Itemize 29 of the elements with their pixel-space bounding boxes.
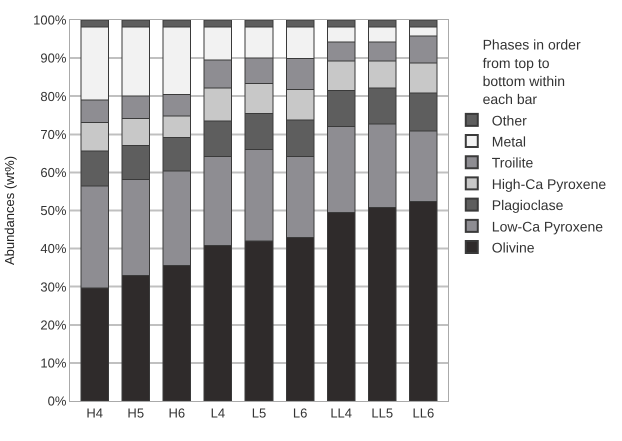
x-tick-label: H5 [127, 406, 144, 421]
legend-label: Other [492, 112, 528, 128]
y-tick-label: 20% [40, 317, 67, 332]
y-tick-label: 70% [40, 126, 67, 142]
y-tick-label: 10% [40, 355, 67, 370]
y-tick-label: 30% [40, 279, 67, 294]
x-tick-label: LL6 [412, 406, 434, 421]
y-tick-label: 40% [40, 241, 67, 256]
y-tick-label: 0% [48, 394, 67, 409]
y-tick-label: 80% [40, 88, 67, 104]
x-tick-label: LL4 [330, 406, 352, 421]
x-tick-label: H6 [168, 406, 186, 421]
legend-label: Troilite [492, 154, 534, 171]
y-tick-label: 100% [33, 12, 67, 28]
legend-label: High-Ca Pyroxene [492, 176, 606, 192]
legend-label: Olivine [492, 239, 535, 256]
y-tick-label: 90% [40, 50, 67, 66]
x-tick-label: LL5 [371, 406, 394, 421]
y-axis-title: Abundances (wt%) [2, 156, 18, 266]
y-tick-label: 60% [40, 164, 67, 180]
legend-label: Low-Ca Pyroxene [492, 218, 604, 234]
legend-label: Plagioclase [492, 197, 564, 214]
x-tick-label: L6 [292, 406, 308, 421]
x-tick-label: L4 [210, 406, 226, 421]
x-tick-label: L5 [252, 406, 266, 421]
legend-label: Metal [492, 133, 526, 150]
x-tick-label: H4 [86, 406, 103, 421]
y-tick-label: 50% [40, 203, 67, 218]
legend-title: Phases in order from top to bottom within each bar [482, 36, 581, 108]
